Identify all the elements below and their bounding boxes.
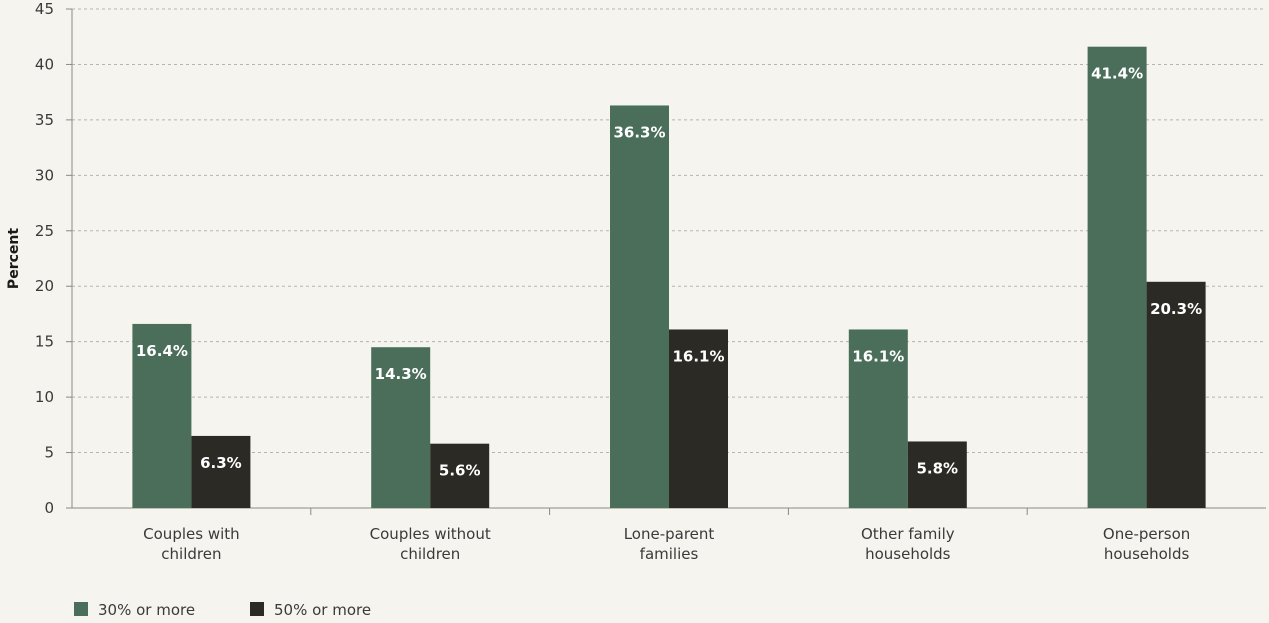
data-label: 5.8% — [916, 459, 958, 477]
x-category-label: children — [400, 545, 460, 563]
x-category-label: children — [161, 545, 221, 563]
x-category-label: One-person — [1103, 525, 1190, 543]
data-label: 6.3% — [200, 454, 242, 472]
y-tick-label: 10 — [35, 388, 54, 406]
data-label: 14.3% — [375, 365, 427, 383]
bar-series-2 — [191, 435, 251, 508]
x-category-label: Lone-parent — [624, 525, 715, 543]
x-category-label: Couples without — [370, 525, 491, 543]
bar-series-1 — [1087, 46, 1147, 509]
x-category-label: Couples with — [143, 525, 239, 543]
bar-series-1 — [848, 329, 908, 508]
y-axis-title: Percent — [6, 228, 22, 289]
x-category-label: families — [640, 545, 699, 563]
legend-label: 50% or more — [274, 601, 371, 619]
data-label: 41.4% — [1091, 65, 1143, 83]
legend-swatch — [250, 602, 264, 616]
bar-series-1 — [371, 347, 431, 508]
bar-series-2 — [430, 443, 490, 508]
bar-series-2 — [669, 329, 728, 508]
y-tick-label: 35 — [35, 111, 54, 129]
bar-series-1 — [610, 105, 669, 509]
y-tick-label: 30 — [35, 166, 54, 184]
data-label: 5.6% — [439, 462, 481, 480]
y-tick-label: 40 — [35, 55, 54, 73]
data-label: 16.1% — [852, 347, 904, 365]
data-label: 20.3% — [1150, 300, 1202, 318]
bar-series-1 — [132, 323, 192, 508]
y-tick-label: 20 — [35, 277, 54, 295]
data-label: 36.3% — [613, 123, 665, 141]
y-tick-label: 5 — [44, 444, 54, 462]
bar-series-2 — [907, 441, 967, 508]
bar-series-2 — [1146, 281, 1206, 508]
legend-swatch — [74, 602, 88, 616]
x-category-label: households — [1104, 545, 1190, 563]
x-category-label: households — [865, 545, 951, 563]
y-tick-label: 0 — [44, 499, 54, 517]
y-tick-label: 45 — [35, 0, 54, 18]
y-tick-label: 25 — [35, 222, 54, 240]
data-label: 16.1% — [672, 347, 724, 365]
x-category-label: Other family — [861, 525, 955, 543]
y-tick-label: 15 — [35, 333, 54, 351]
legend-label: 30% or more — [98, 601, 195, 619]
data-label: 16.4% — [136, 342, 188, 360]
